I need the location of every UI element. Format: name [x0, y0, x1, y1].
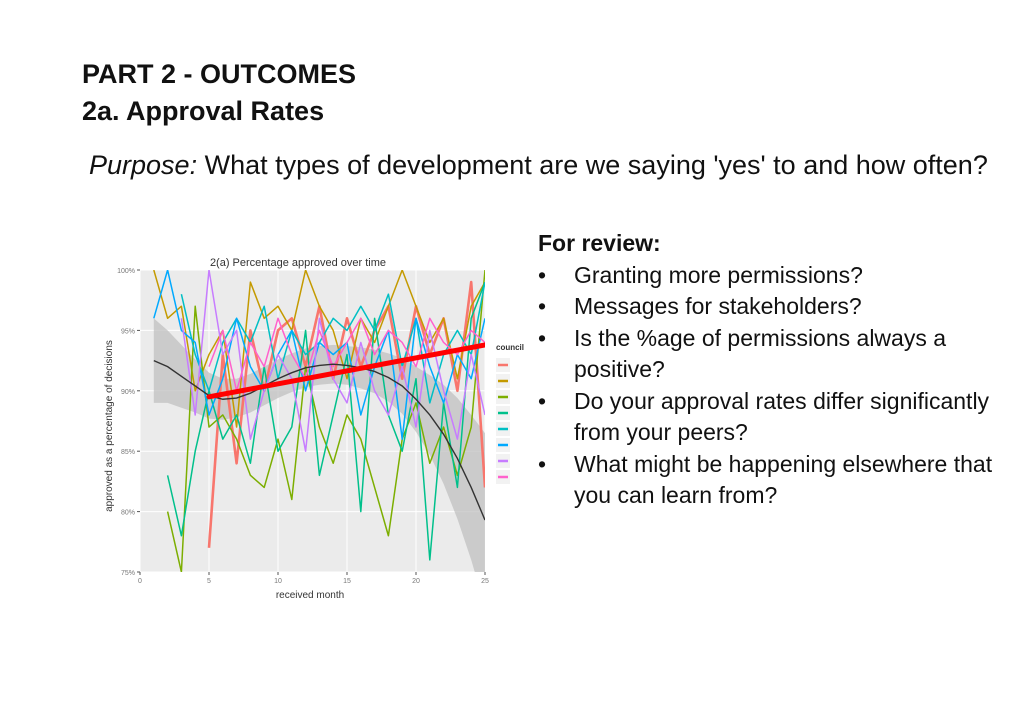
y-tick-label: 100% — [117, 268, 135, 275]
confidence-band — [153, 318, 485, 572]
chart-title: 2(a) Percentage approved over time — [210, 257, 386, 269]
review-item: • Granting more permissions? — [538, 260, 1008, 292]
y-tick-label: 95% — [121, 328, 135, 335]
bullet-icon: • — [538, 293, 547, 319]
review-item: • Messages for stakeholders? — [538, 291, 1008, 323]
y-tick-label: 75% — [121, 570, 135, 577]
plot-area — [153, 270, 485, 572]
series-line — [180, 281, 485, 404]
x-tick-label: 10 — [274, 578, 282, 585]
part-title: PART 2 - OUTCOMES — [82, 59, 357, 89]
series-line — [153, 270, 485, 440]
x-tick-label: 0 — [138, 578, 142, 585]
review-item: • Do your approval rates differ significa… — [538, 387, 990, 446]
x-tick-label: 25 — [481, 578, 489, 585]
review-list: • Granting more permissions? • Messages fo… — [538, 260, 1008, 512]
review-item: • What might be happening elsewhere that … — [538, 450, 993, 509]
x-tick-label: 20 — [412, 578, 420, 585]
approval-rate-chart: 75% 80% 85% 90% 95% 100% 0 5 10 15 20 25 2(a) Perce… — [104, 257, 524, 601]
x-axis-label: received month — [276, 590, 344, 601]
review-panel: For review: • Granting more permissions? … — [538, 228, 1008, 512]
purpose-label: Purpose: — [89, 150, 198, 180]
linear-fit-line — [206, 342, 485, 400]
bullet-icon: • — [538, 450, 547, 477]
y-tick-label: 90% — [121, 389, 135, 396]
y-tick-label: 80% — [121, 510, 135, 517]
series-line — [180, 270, 485, 452]
review-item: • Is the %age of permissions always a pos… — [538, 324, 947, 383]
review-title: For review: — [538, 230, 661, 256]
series-line — [208, 317, 485, 392]
series-line — [153, 270, 485, 428]
y-axis-label: approved as a percentage of decisions — [104, 340, 115, 512]
slide-heading: PART 2 - OUTCOMES 2a. Approval Rates — [82, 56, 356, 130]
section-title: 2a. Approval Rates — [82, 96, 325, 126]
bullet-icon: • — [538, 387, 547, 414]
x-tick-label: 5 — [207, 578, 211, 585]
purpose-text: What types of development are we saying … — [197, 150, 988, 180]
bullet-icon: • — [538, 261, 547, 288]
bullet-icon: • — [538, 324, 547, 351]
x-tick-label: 15 — [343, 578, 351, 585]
purpose-statement: Purpose: What types of development are w… — [89, 146, 999, 184]
series-line — [166, 281, 485, 561]
y-tick-label: 85% — [121, 449, 135, 456]
legend-title: council — [496, 343, 524, 352]
